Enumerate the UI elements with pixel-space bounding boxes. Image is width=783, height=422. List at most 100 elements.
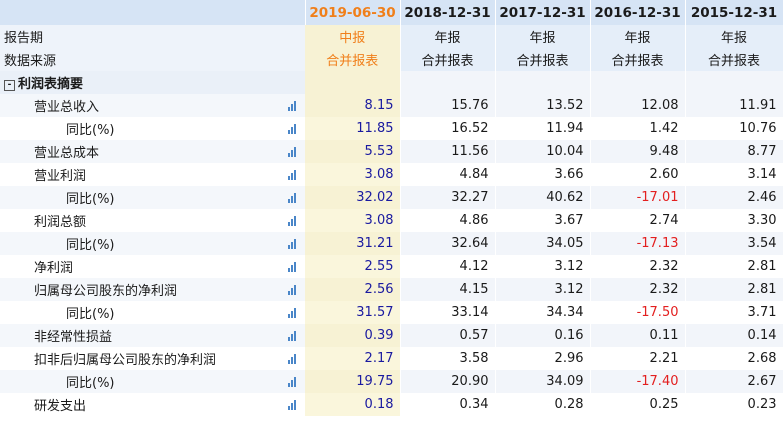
value-cell: 4.84 bbox=[400, 163, 496, 186]
row-label: 非经常性损益 bbox=[34, 330, 113, 345]
value-cell: 2.32 bbox=[590, 255, 686, 278]
value-cell: 0.28 bbox=[495, 393, 591, 416]
table-row: 扣非后归属母公司股东的净利润 2.17 3.58 2.96 2.21 2.68 bbox=[0, 347, 783, 370]
section-filler bbox=[590, 71, 686, 94]
table-row: 利润总额 3.08 4.86 3.67 2.74 3.30 bbox=[0, 209, 783, 232]
bar-chart-icon[interactable] bbox=[288, 353, 299, 364]
row-label-cell: 非经常性损益 bbox=[0, 324, 305, 347]
bar-chart-icon[interactable] bbox=[288, 192, 299, 203]
table-row: 营业总收入 8.15 15.76 13.52 12.08 11.91 bbox=[0, 94, 783, 117]
row-label: 同比(%) bbox=[66, 376, 115, 391]
bar-chart-icon[interactable] bbox=[288, 284, 299, 295]
value-cell: 1.42 bbox=[590, 117, 686, 140]
value-cell: 0.23 bbox=[685, 393, 783, 416]
report-type-label: 报告期 bbox=[0, 25, 305, 48]
table-row: 归属母公司股东的净利润 2.56 4.15 3.12 2.32 2.81 bbox=[0, 278, 783, 301]
row-label-cell: 营业总收入 bbox=[0, 94, 305, 117]
value-cell: 2.32 bbox=[590, 278, 686, 301]
table-row: 同比(%) 31.21 32.64 34.05 -17.13 3.54 bbox=[0, 232, 783, 255]
value-cell: 3.12 bbox=[495, 278, 591, 301]
bar-chart-icon[interactable] bbox=[288, 215, 299, 226]
report-type-cell: 年报 bbox=[400, 25, 496, 48]
value-cell: 0.11 bbox=[590, 324, 686, 347]
value-cell: 5.53 bbox=[305, 140, 401, 163]
value-cell: 11.91 bbox=[685, 94, 783, 117]
value-cell: 34.05 bbox=[495, 232, 591, 255]
value-cell: 2.60 bbox=[590, 163, 686, 186]
row-label-cell: 同比(%) bbox=[0, 301, 305, 324]
bar-chart-icon[interactable] bbox=[288, 169, 299, 180]
period-header[interactable]: 2019-06-30 bbox=[305, 0, 401, 25]
data-source-cell: 合并报表 bbox=[590, 48, 686, 71]
value-cell: 10.04 bbox=[495, 140, 591, 163]
table-row: 非经常性损益 0.39 0.57 0.16 0.11 0.14 bbox=[0, 324, 783, 347]
bar-chart-icon[interactable] bbox=[288, 330, 299, 341]
period-header-row: 2019-06-30 2018-12-31 2017-12-31 2016-12… bbox=[0, 0, 783, 25]
value-cell: 20.90 bbox=[400, 370, 496, 393]
row-label: 营业总收入 bbox=[34, 100, 100, 115]
row-label-cell: 利润总额 bbox=[0, 209, 305, 232]
row-label-cell: 营业利润 bbox=[0, 163, 305, 186]
table-row: 净利润 2.55 4.12 3.12 2.32 2.81 bbox=[0, 255, 783, 278]
section-title-cell[interactable]: - 利润表摘要 bbox=[0, 71, 305, 94]
table-row: 同比(%) 11.85 16.52 11.94 1.42 10.76 bbox=[0, 117, 783, 140]
bar-chart-icon[interactable] bbox=[288, 376, 299, 387]
value-cell: 8.15 bbox=[305, 94, 401, 117]
bar-chart-icon[interactable] bbox=[288, 146, 299, 157]
value-cell: 0.34 bbox=[400, 393, 496, 416]
data-source-row: 数据来源 合并报表 合并报表 合并报表 合并报表 合并报表 bbox=[0, 48, 783, 71]
section-title: 利润表摘要 bbox=[18, 77, 84, 92]
value-cell: 0.18 bbox=[305, 393, 401, 416]
value-cell: 3.14 bbox=[685, 163, 783, 186]
value-cell: 3.54 bbox=[685, 232, 783, 255]
value-cell: 3.58 bbox=[400, 347, 496, 370]
row-label: 同比(%) bbox=[66, 192, 115, 207]
row-label-cell: 营业总成本 bbox=[0, 140, 305, 163]
value-cell: 2.74 bbox=[590, 209, 686, 232]
bar-chart-icon[interactable] bbox=[288, 100, 299, 111]
report-type-cell: 年报 bbox=[590, 25, 686, 48]
value-cell: -17.01 bbox=[590, 186, 686, 209]
value-cell: -17.50 bbox=[590, 301, 686, 324]
value-cell: 31.57 bbox=[305, 301, 401, 324]
row-label-cell: 同比(%) bbox=[0, 232, 305, 255]
section-filler bbox=[305, 71, 401, 94]
section-row-income-summary[interactable]: - 利润表摘要 bbox=[0, 71, 783, 94]
bar-chart-icon[interactable] bbox=[288, 238, 299, 249]
value-cell: 3.08 bbox=[305, 209, 401, 232]
value-cell: 2.21 bbox=[590, 347, 686, 370]
row-label: 营业利润 bbox=[34, 169, 87, 184]
value-cell: 3.12 bbox=[495, 255, 591, 278]
period-header[interactable]: 2016-12-31 bbox=[590, 0, 686, 25]
period-header[interactable]: 2017-12-31 bbox=[495, 0, 591, 25]
bar-chart-icon[interactable] bbox=[288, 261, 299, 272]
section-filler bbox=[495, 71, 591, 94]
report-type-cell: 年报 bbox=[685, 25, 783, 48]
period-header[interactable]: 2015-12-31 bbox=[685, 0, 783, 25]
value-cell: 11.56 bbox=[400, 140, 496, 163]
period-header[interactable]: 2018-12-31 bbox=[400, 0, 496, 25]
value-cell: 34.34 bbox=[495, 301, 591, 324]
value-cell: 16.52 bbox=[400, 117, 496, 140]
bar-chart-icon[interactable] bbox=[288, 123, 299, 134]
value-cell: 0.39 bbox=[305, 324, 401, 347]
value-cell: 11.85 bbox=[305, 117, 401, 140]
table-row: 营业利润 3.08 4.84 3.66 2.60 3.14 bbox=[0, 163, 783, 186]
value-cell: 0.25 bbox=[590, 393, 686, 416]
collapse-toggle-icon[interactable]: - bbox=[4, 80, 15, 91]
row-label: 利润总额 bbox=[34, 215, 87, 230]
value-cell: 32.27 bbox=[400, 186, 496, 209]
value-cell: 32.64 bbox=[400, 232, 496, 255]
value-cell: 2.68 bbox=[685, 347, 783, 370]
row-label: 归属母公司股东的净利润 bbox=[34, 284, 178, 299]
data-source-cell: 合并报表 bbox=[685, 48, 783, 71]
value-cell: 2.46 bbox=[685, 186, 783, 209]
value-cell: 0.57 bbox=[400, 324, 496, 347]
value-cell: 3.66 bbox=[495, 163, 591, 186]
bar-chart-icon[interactable] bbox=[288, 307, 299, 318]
value-cell: 10.76 bbox=[685, 117, 783, 140]
bar-chart-icon[interactable] bbox=[288, 399, 299, 410]
report-type-cell: 年报 bbox=[495, 25, 591, 48]
table-row: 同比(%) 31.57 33.14 34.34 -17.50 3.71 bbox=[0, 301, 783, 324]
